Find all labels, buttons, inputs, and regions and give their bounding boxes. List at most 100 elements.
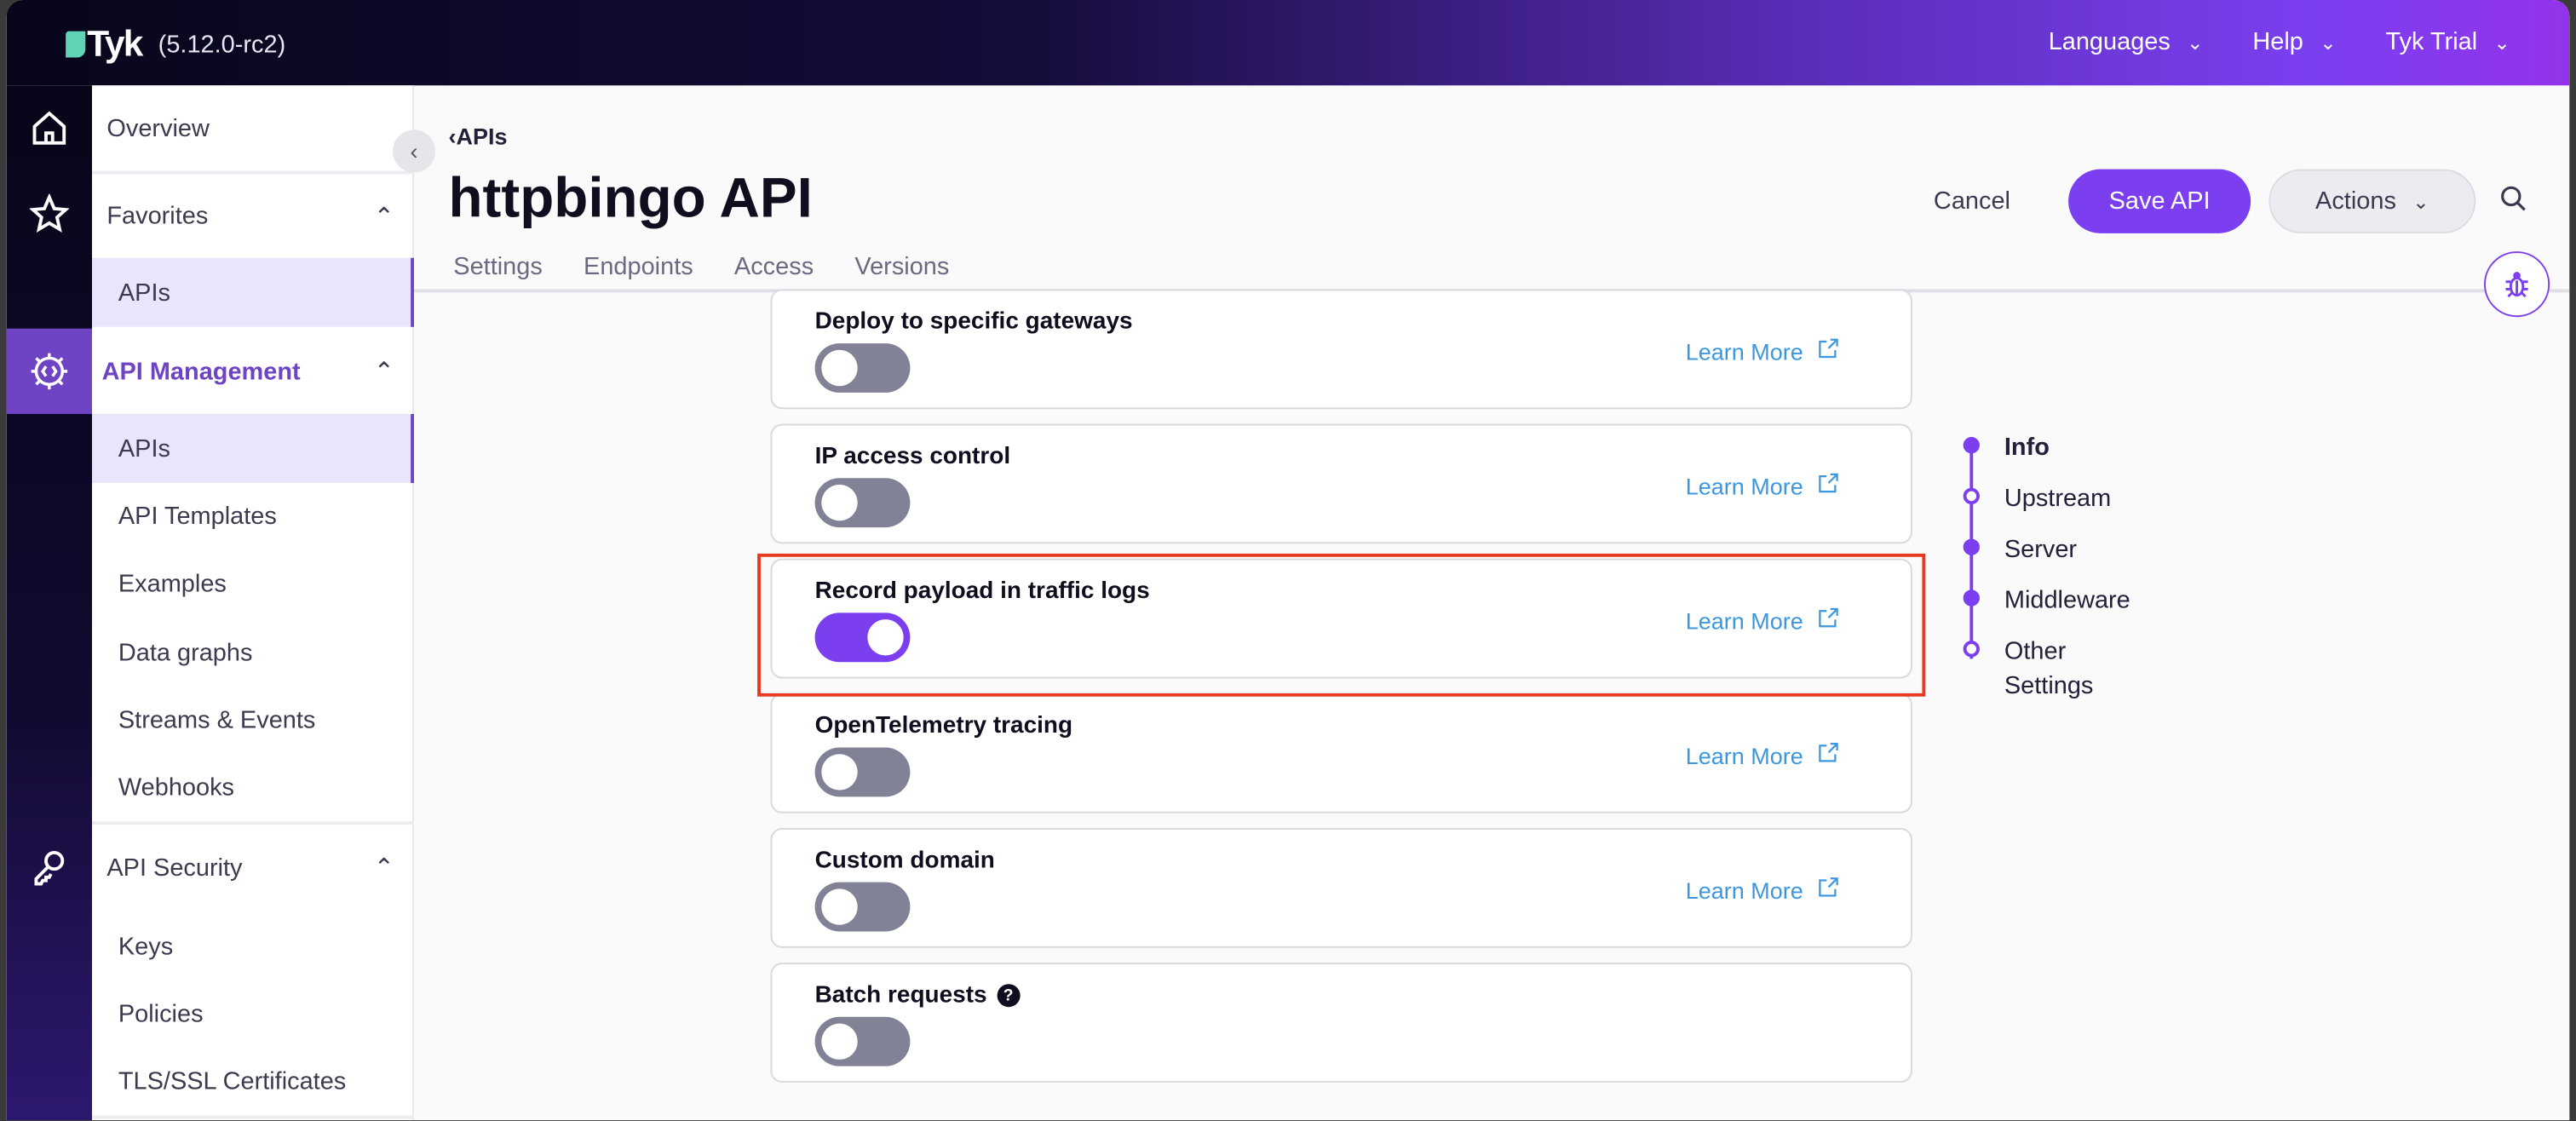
home-icon [32, 111, 66, 145]
setting-card: Batch requests? [770, 963, 1912, 1083]
sidebar-section-api-management[interactable]: API Management ⌃ [92, 329, 414, 414]
highlight-box [757, 553, 1926, 697]
account-menu[interactable]: Tyk Trial ⌄ [2385, 28, 2510, 56]
help-menu[interactable]: Help ⌄ [2252, 28, 2336, 56]
item-label: Examples [118, 570, 227, 598]
external-link-icon [1816, 606, 1839, 635]
rail-favorites[interactable] [7, 171, 92, 256]
breadcrumb-apis: APIs [456, 123, 508, 150]
chevron-left-icon: ‹ [410, 137, 418, 164]
sidebar-section-api-security[interactable]: API Security ⌃ [92, 825, 414, 910]
toggle-knob [821, 349, 858, 387]
languages-label: Languages [2048, 27, 2171, 56]
bug-icon [2505, 272, 2528, 298]
sidebar-item-favorite-apis[interactable]: APIs [91, 257, 414, 327]
tabs: Settings Endpoints Access Versions [453, 253, 949, 281]
learn-more-link[interactable]: Learn More [1686, 741, 1840, 769]
tab-versions[interactable]: Versions [854, 252, 950, 281]
sidebar-item-data-graphs[interactable]: Data graphs [92, 618, 414, 687]
setting-title-text: Record payload in traffic logs [814, 578, 1150, 605]
learn-more-label: Learn More [1685, 606, 1803, 634]
item-label: APIs [118, 434, 170, 463]
setting-title-text: Deploy to specific gateways [814, 308, 1133, 336]
learn-more-link[interactable]: Learn More [1686, 876, 1840, 904]
external-link-icon [1816, 471, 1839, 499]
tab-settings[interactable]: Settings [453, 252, 543, 281]
nav-dot-icon [1963, 641, 1980, 658]
section-nav-item[interactable]: Server [1955, 532, 2119, 567]
learn-more-label: Learn More [1685, 472, 1803, 499]
learn-more-link[interactable]: Learn More [1686, 336, 1840, 365]
cancel-button[interactable]: Cancel [1933, 187, 2010, 216]
section-nav-label: Other Settings [2004, 637, 2094, 700]
learn-more-link[interactable]: Learn More [1686, 471, 1840, 499]
sidebar-item-streams-events[interactable]: Streams & Events [92, 687, 414, 754]
rail-home[interactable] [7, 85, 92, 170]
chevron-down-icon: ⌄ [2320, 31, 2337, 55]
actions-label: Actions [2315, 187, 2396, 216]
sidebar-section-favorites[interactable]: Favorites ⌃ [92, 174, 414, 257]
collapse-sidebar-button[interactable]: ‹ [392, 129, 436, 173]
toggle-knob [821, 754, 858, 790]
learn-more-label: Learn More [1685, 876, 1803, 903]
rail-api-security[interactable] [7, 825, 92, 910]
section-nav-item[interactable]: Info [1955, 430, 2119, 465]
sidebar-item-tls-certificates[interactable]: TLS/SSL Certificates [92, 1048, 414, 1115]
setting-toggle[interactable] [814, 343, 911, 393]
tyk-leaf-icon [66, 31, 86, 58]
tab-endpoints[interactable]: Endpoints [584, 252, 693, 281]
search-button[interactable] [2498, 184, 2528, 221]
chevron-down-icon: ⌄ [2412, 189, 2429, 213]
tab-access[interactable]: Access [733, 252, 814, 281]
item-label: Keys [118, 932, 174, 961]
section-nav-item[interactable]: Middleware [1955, 583, 2130, 618]
section-nav-item[interactable]: Upstream [1955, 481, 2119, 515]
nav-dot-icon [1963, 487, 1980, 505]
learn-more-label: Learn More [1685, 741, 1803, 768]
icon-rail [6, 85, 92, 1121]
sidebar: Overview Favorites ⌃ APIs API Management ⌃… [91, 85, 414, 1121]
setting-toggle[interactable] [814, 478, 911, 528]
divider [91, 170, 414, 175]
debug-button[interactable] [2483, 251, 2550, 318]
divider [91, 821, 414, 825]
sidebar-item-api-templates[interactable]: API Templates [92, 483, 414, 550]
setting-toggle[interactable] [814, 612, 911, 663]
setting-card: OpenTelemetry tracing Learn More [770, 693, 1912, 813]
toggle-knob [821, 1023, 858, 1060]
sidebar-item-overview[interactable]: Overview [92, 85, 414, 170]
setting-title-text: Custom domain [814, 848, 995, 874]
setting-title: Record payload in traffic logs [815, 578, 1150, 605]
tyk-logo[interactable]: Tyk (5.12.0-rc2) [66, 23, 285, 66]
chevron-down-icon: ⌄ [2493, 31, 2510, 55]
setting-title: Deploy to specific gateways [815, 309, 1133, 336]
favorites-label: Favorites [106, 202, 209, 230]
item-label: API Templates [118, 503, 277, 531]
toggle-knob [867, 619, 904, 656]
sidebar-item-policies[interactable]: Policies [92, 980, 414, 1048]
section-nav-item[interactable]: Other Settings [1955, 634, 2119, 703]
overview-label: Overview [106, 114, 210, 142]
actions-dropdown[interactable]: Actions ⌄ [2268, 169, 2476, 233]
setting-toggle[interactable] [814, 1016, 911, 1066]
sidebar-item-webhooks[interactable]: Webhooks [92, 754, 414, 821]
save-api-button[interactable]: Save API [2068, 169, 2251, 233]
setting-title: OpenTelemetry tracing [815, 713, 1073, 739]
star-icon [29, 193, 69, 233]
page-title: httpbingo API [448, 167, 813, 230]
sidebar-item-apis[interactable]: APIs [91, 413, 414, 483]
setting-toggle[interactable] [814, 882, 911, 932]
version-label: (5.12.0-rc2) [158, 30, 286, 59]
languages-menu[interactable]: Languages ⌄ [2049, 28, 2204, 56]
breadcrumb[interactable]: ‹APIs [448, 123, 508, 150]
help-icon[interactable]: ? [997, 984, 1021, 1008]
toggle-knob [821, 888, 858, 925]
sidebar-item-keys[interactable]: Keys [92, 911, 414, 980]
item-label: TLS/SSL Certificates [118, 1067, 347, 1096]
setting-card: Record payload in traffic logs Learn More [770, 558, 1912, 679]
sidebar-item-examples[interactable]: Examples [92, 550, 414, 618]
setting-toggle[interactable] [814, 747, 911, 797]
setting-title-text: IP access control [814, 443, 1011, 470]
learn-more-link[interactable]: Learn More [1686, 606, 1840, 635]
rail-api-management[interactable] [6, 328, 92, 414]
